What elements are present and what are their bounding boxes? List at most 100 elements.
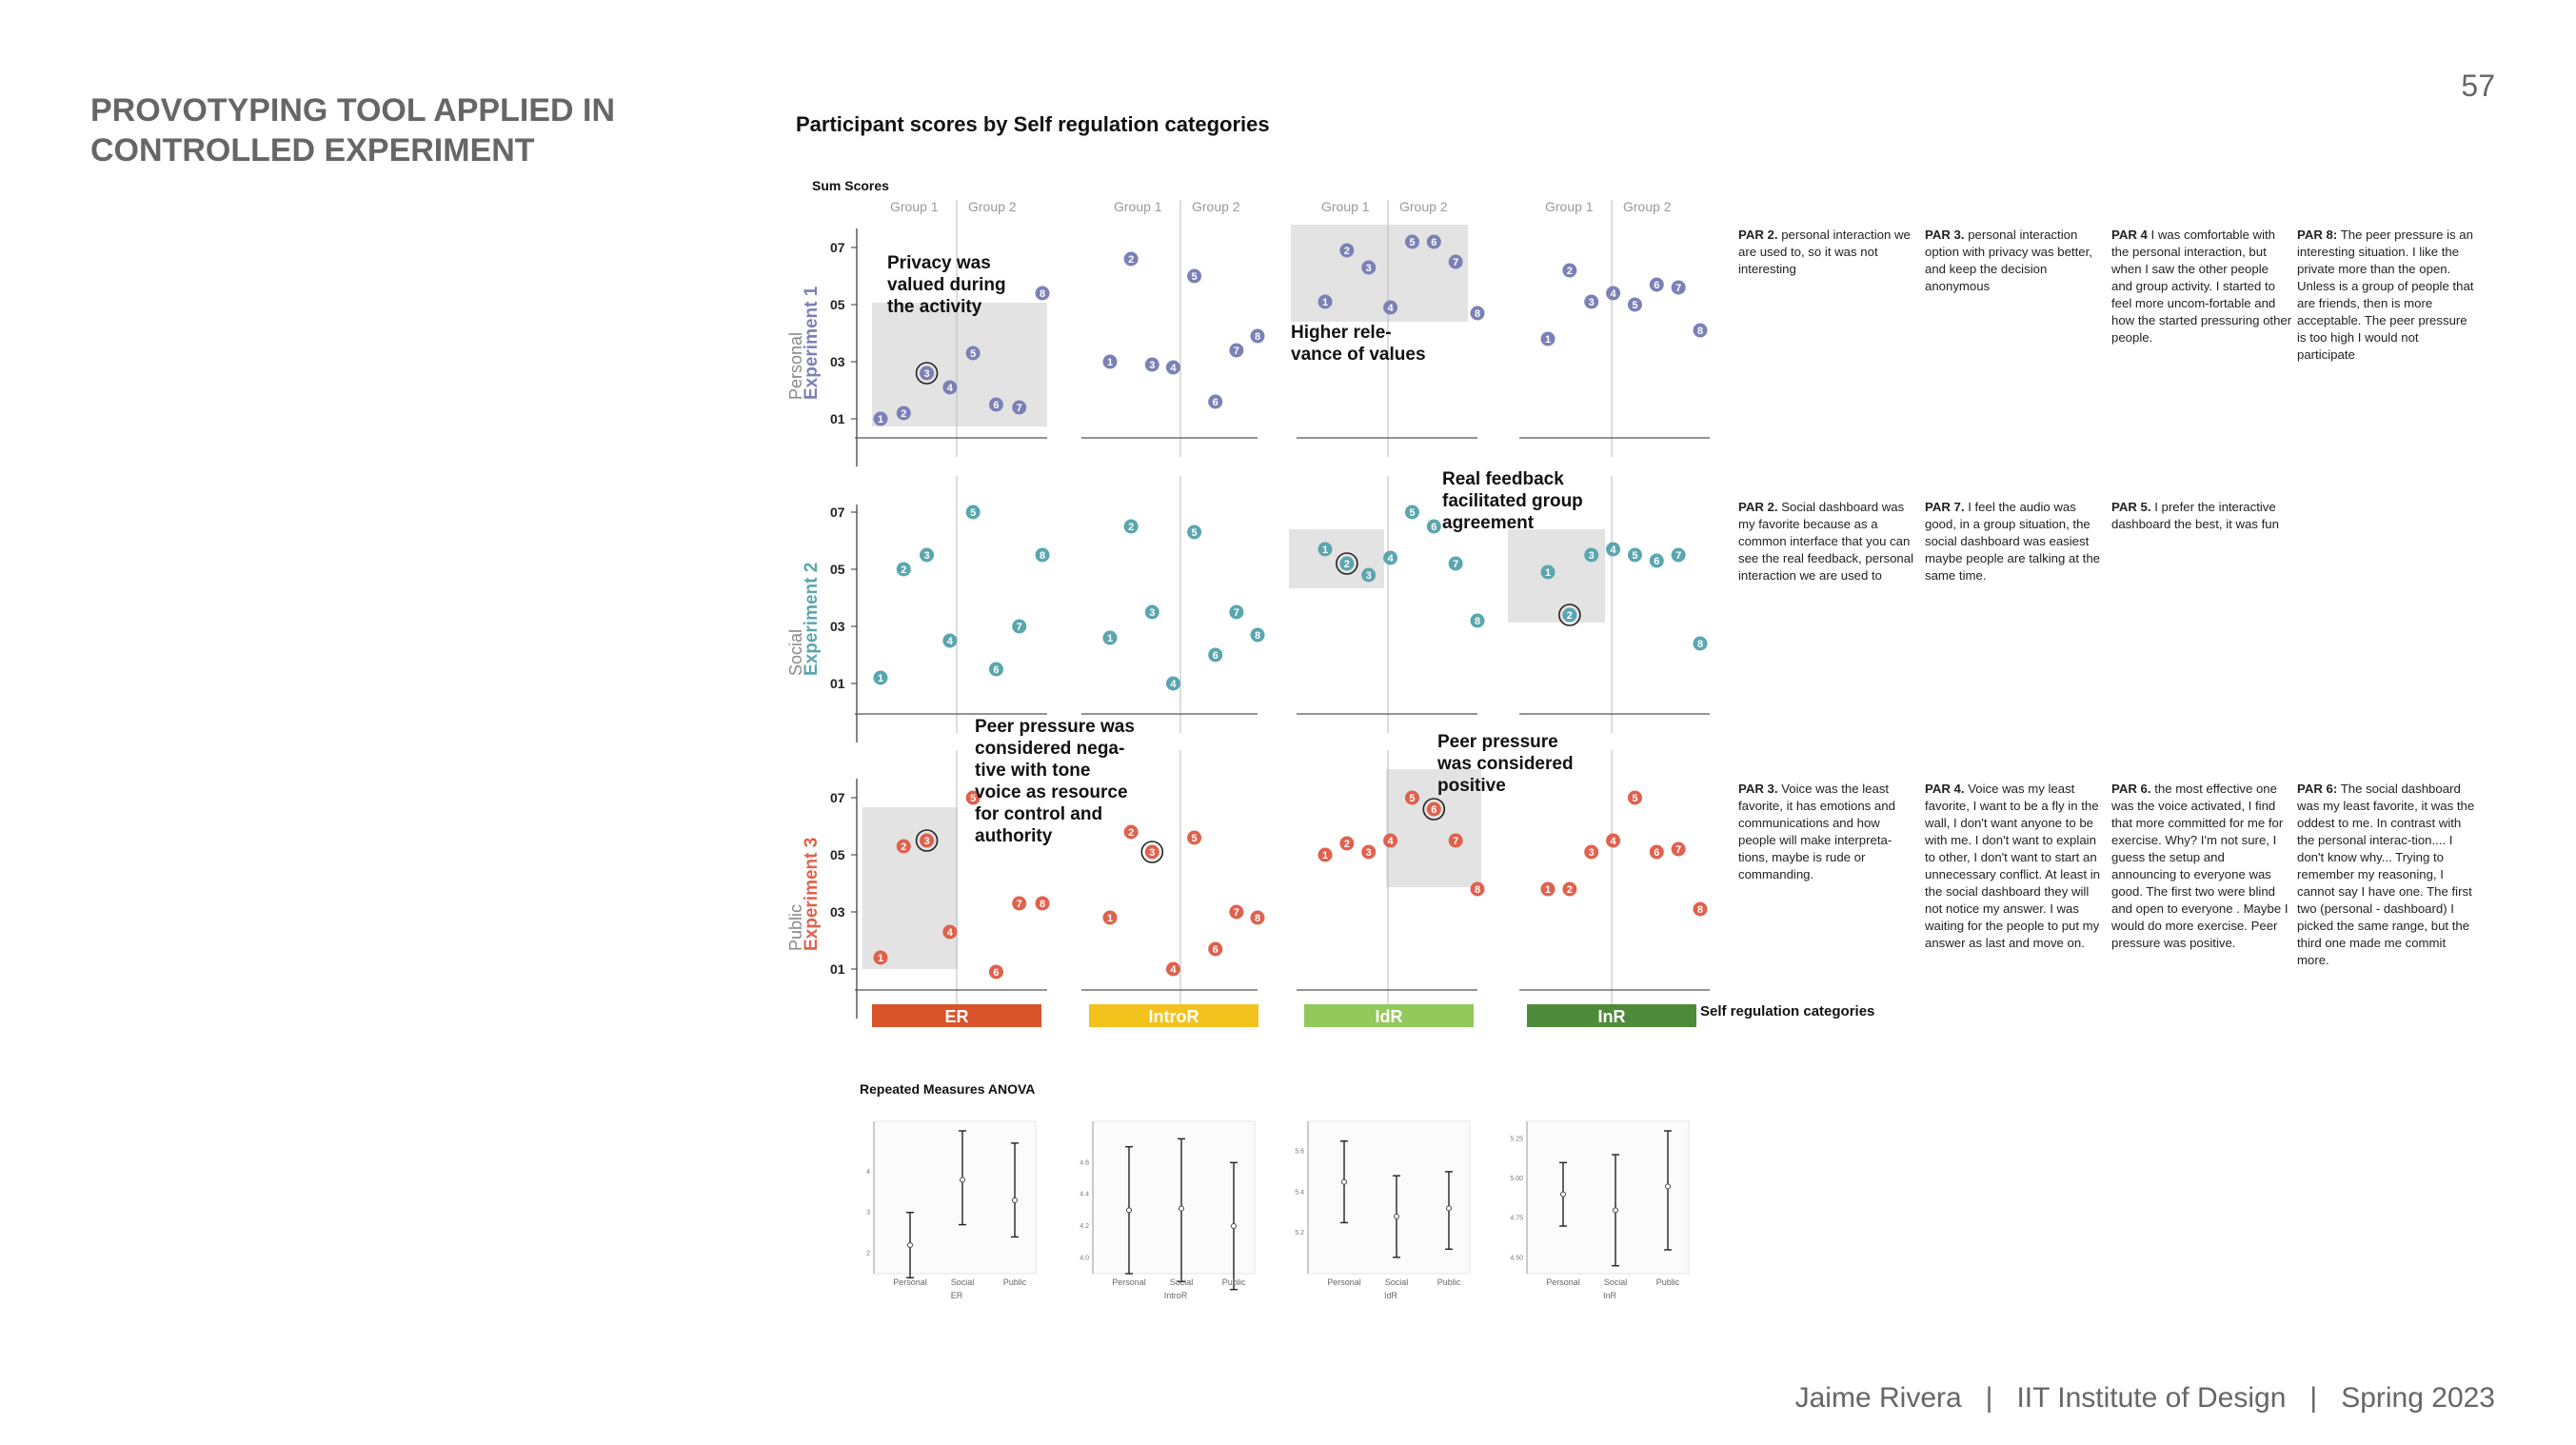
anova-mean-point bbox=[1231, 1223, 1237, 1229]
y-tick-label: 03 bbox=[830, 904, 845, 920]
participant-dot bbox=[1102, 630, 1118, 645]
participant-number: 2 bbox=[1567, 884, 1573, 896]
participant-number: 5 bbox=[970, 348, 976, 360]
y-tick-label: 01 bbox=[830, 961, 845, 977]
quote-participant: PAR 6. bbox=[2111, 782, 2151, 796]
anova-panel bbox=[1307, 1120, 1471, 1275]
participant-dot bbox=[965, 346, 981, 361]
participant-dot bbox=[1584, 547, 1599, 563]
participant-dot bbox=[1671, 547, 1686, 563]
y-axis-title: Sum Scores bbox=[812, 178, 889, 193]
participant-dot bbox=[920, 366, 935, 381]
annotation-line: Peer pressure was bbox=[975, 717, 1135, 737]
highlight-ring bbox=[1422, 798, 1446, 821]
anova-ytick: 5.25 bbox=[1510, 1136, 1523, 1142]
page-number: 57 bbox=[2461, 69, 2495, 103]
quote-participant: PAR 8: bbox=[2297, 228, 2338, 242]
category-label: IdR bbox=[1376, 1007, 1403, 1026]
participant-number: 4 bbox=[1388, 836, 1395, 847]
participant-number: 4 bbox=[1611, 288, 1617, 300]
anova-xtick: Personal bbox=[1112, 1277, 1146, 1287]
participant-number: 3 bbox=[924, 368, 930, 380]
highlight-box bbox=[1291, 225, 1468, 322]
annotation-line: vance of values bbox=[1291, 345, 1426, 365]
anova-mean-point bbox=[1012, 1197, 1018, 1203]
quote-public-3: PAR 6. the most effective one was the vo… bbox=[2111, 781, 2292, 952]
participant-dot bbox=[1035, 896, 1050, 911]
quote-participant: PAR 5. bbox=[2111, 500, 2151, 514]
participant-number: 6 bbox=[1431, 522, 1437, 533]
highlight-box bbox=[1386, 769, 1481, 887]
annotation-line: for control and bbox=[975, 804, 1103, 824]
participant-number: 8 bbox=[1040, 899, 1045, 910]
participant-dot bbox=[1627, 790, 1642, 805]
participant-number: 7 bbox=[1234, 607, 1239, 619]
participant-number: 1 bbox=[878, 953, 883, 964]
participant-dot bbox=[1229, 604, 1244, 620]
anova-panel bbox=[873, 1120, 1037, 1275]
participant-number: 7 bbox=[1675, 844, 1681, 856]
participant-dot bbox=[896, 406, 911, 421]
participant-number: 7 bbox=[1017, 899, 1022, 910]
participant-number: 2 bbox=[1567, 266, 1573, 277]
category-bar bbox=[872, 1004, 1041, 1027]
participant-dot bbox=[1649, 844, 1664, 860]
y-tick-label: 05 bbox=[830, 562, 845, 577]
highlight-box bbox=[862, 807, 958, 969]
participant-dot bbox=[1318, 847, 1333, 862]
participant-number: 4 bbox=[1170, 964, 1177, 976]
participant-dot bbox=[988, 662, 1003, 677]
annotation-line: the activity bbox=[887, 297, 982, 317]
group-2-label: Group 2 bbox=[1192, 199, 1240, 214]
participant-dot bbox=[873, 950, 888, 965]
participant-number: 6 bbox=[1431, 804, 1437, 816]
participant-number: 5 bbox=[1192, 527, 1198, 539]
quote-text: I prefer the interactive dashboard the b… bbox=[2111, 500, 2279, 531]
participant-number: 4 bbox=[1388, 553, 1395, 564]
participant-dot bbox=[1144, 357, 1159, 372]
anova-ytick: 5.4 bbox=[1295, 1189, 1304, 1196]
participant-dot bbox=[896, 839, 911, 854]
participant-dot bbox=[1361, 844, 1377, 860]
y-tick-label: 05 bbox=[830, 297, 845, 312]
participant-dot bbox=[1627, 297, 1642, 312]
participant-number: 3 bbox=[924, 836, 930, 847]
footer: Jaime Rivera | IIT Institute of Design |… bbox=[1794, 1382, 2495, 1414]
participant-dot bbox=[1671, 841, 1686, 857]
anova-mean-point bbox=[1179, 1205, 1184, 1212]
anova-xtick: Social bbox=[1604, 1277, 1628, 1287]
participant-number: 7 bbox=[1675, 550, 1681, 562]
participant-number: 1 bbox=[1322, 850, 1328, 861]
participant-dot bbox=[920, 547, 935, 563]
participant-dot bbox=[896, 562, 911, 577]
anova-ytick: 4.6 bbox=[1080, 1159, 1089, 1166]
participant-number: 4 bbox=[1170, 363, 1177, 374]
annotation-line: considered nega- bbox=[975, 739, 1125, 759]
participant-number: 4 bbox=[947, 927, 954, 939]
quote-social-1: PAR 2. Social dashboard was my favorite … bbox=[1738, 499, 1919, 584]
quote-participant: PAR 4. bbox=[1925, 782, 1965, 796]
participant-number: 5 bbox=[1632, 550, 1637, 562]
quote-text: personal interaction we are used to, so … bbox=[1738, 228, 1911, 276]
participant-number: 3 bbox=[1149, 847, 1155, 859]
participant-number: 3 bbox=[1366, 263, 1372, 274]
anova-ytick: 4.4 bbox=[1080, 1192, 1089, 1198]
participant-number: 2 bbox=[1344, 559, 1350, 570]
participant-number: 5 bbox=[1409, 793, 1415, 804]
participant-dot bbox=[1208, 647, 1223, 663]
participant-number: 1 bbox=[878, 673, 883, 684]
participant-dot bbox=[988, 397, 1003, 412]
annotation-line: Privacy was bbox=[887, 253, 991, 273]
highlight-ring bbox=[1558, 604, 1581, 626]
participant-dot bbox=[1470, 306, 1485, 321]
participant-number: 2 bbox=[1567, 610, 1573, 622]
participant-dot bbox=[1144, 844, 1159, 860]
quote-text: I was comfortable with the personal inte… bbox=[2111, 228, 2292, 345]
participant-number: 5 bbox=[970, 793, 976, 804]
annotation-pressure-negative: Peer pressure was considered nega- tive … bbox=[975, 716, 1135, 847]
y-tick-label: 01 bbox=[830, 411, 845, 426]
participant-dot bbox=[1383, 300, 1398, 315]
participant-number: 7 bbox=[1453, 836, 1458, 847]
figure-title: Participant scores by Self regulation ca… bbox=[796, 112, 1270, 136]
